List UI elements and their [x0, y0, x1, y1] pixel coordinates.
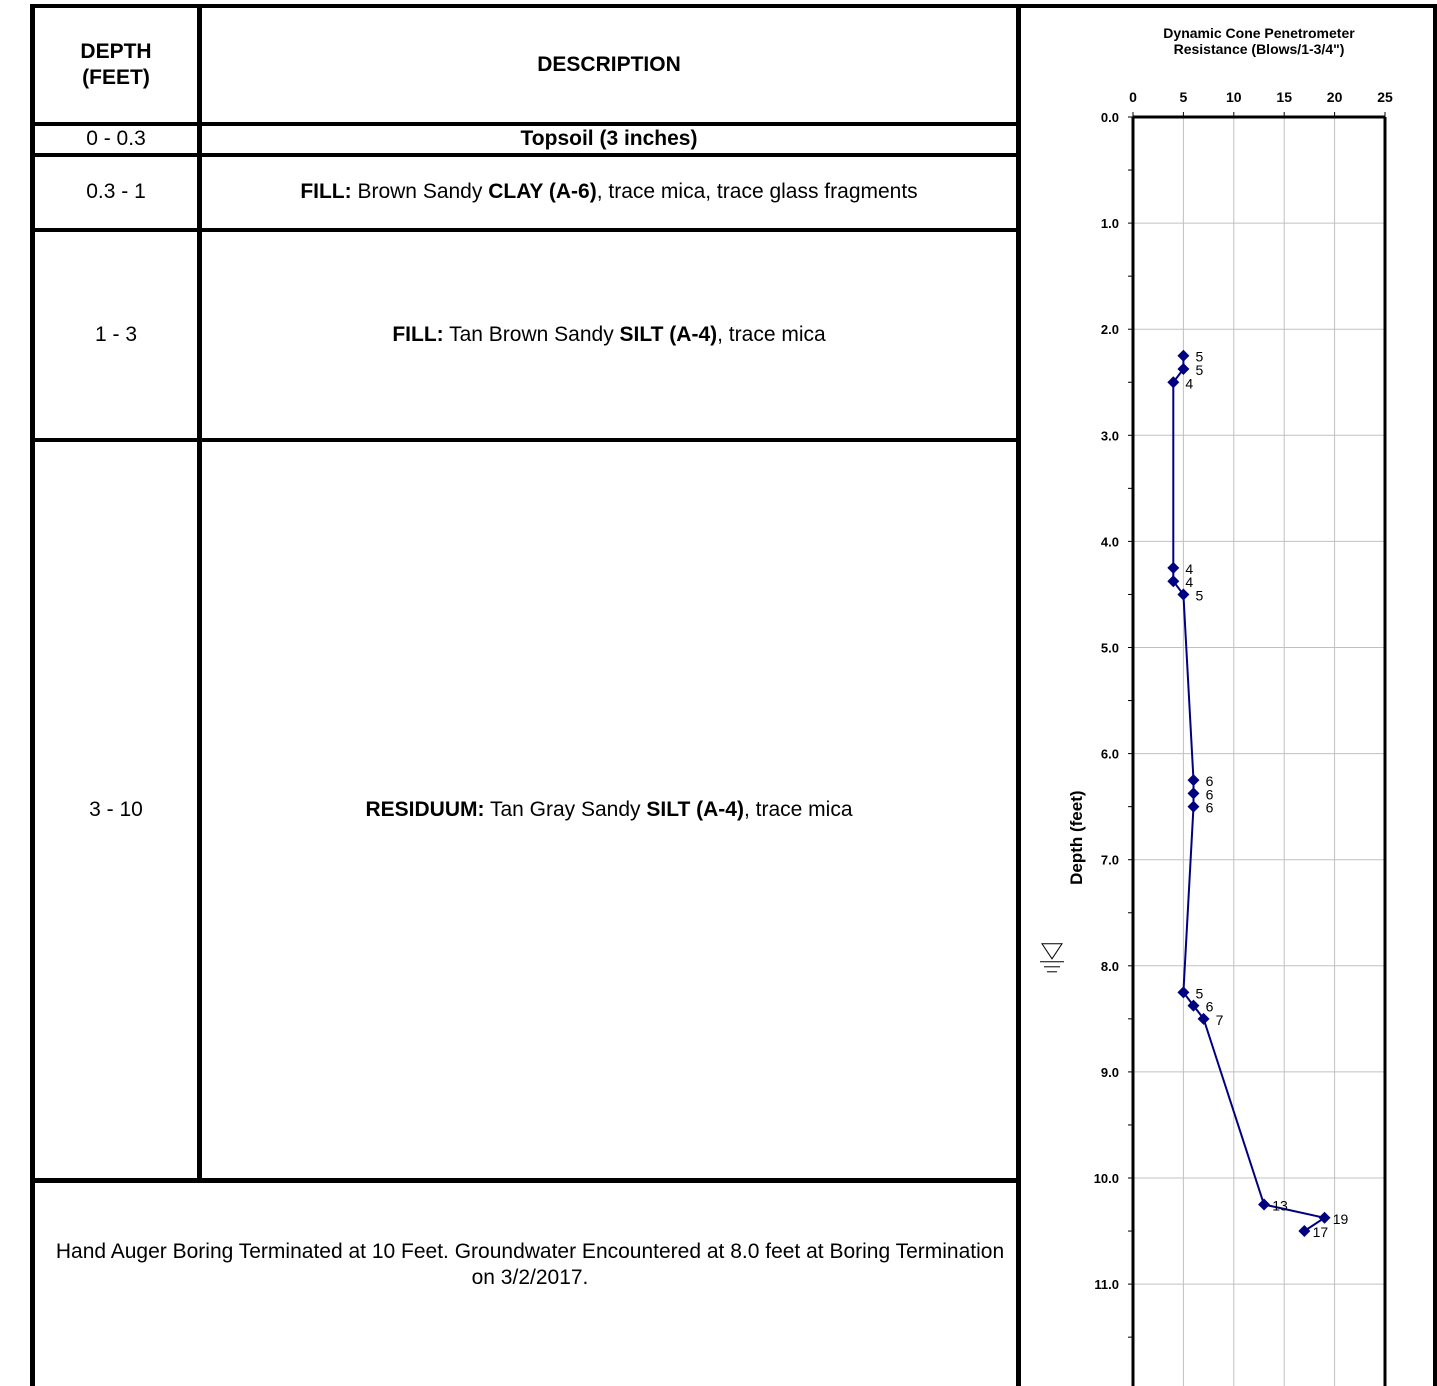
- y-tick-label: 8.0: [1101, 959, 1119, 974]
- dcp-point-marker: [1258, 1198, 1271, 1211]
- depth-cell: 1 - 3: [94, 322, 138, 346]
- description-segment: , trace mica, trace glass fragments: [596, 180, 918, 204]
- x-tick-label: 10: [1226, 89, 1242, 105]
- table-right-divider: [1016, 4, 1021, 1386]
- row-divider: [30, 228, 1020, 232]
- description-cell: FILL: Tan Brown Sandy SILT (A-4), trace …: [202, 232, 1016, 438]
- description-text: FILL: Tan Brown Sandy SILT (A-4), trace …: [392, 322, 825, 348]
- groundwater-triangle: [1041, 943, 1063, 960]
- description-segment: Topsoil (3 inches): [520, 127, 698, 151]
- dcp-point-marker: [1167, 575, 1180, 588]
- depth-cell: 3 - 10: [89, 797, 143, 821]
- dcp-point-marker: [1177, 362, 1190, 375]
- x-tick-label: 5: [1180, 89, 1188, 105]
- x-tick-label: 20: [1327, 89, 1343, 105]
- description-cell: RESIDUUM: Tan Gray Sandy SILT (A-4), tra…: [202, 442, 1016, 1178]
- dcp-point-marker: [1177, 986, 1190, 999]
- y-tick-label: 10.0: [1094, 1171, 1119, 1186]
- description-segment: FILL:: [300, 180, 352, 204]
- table-depth-divider: [197, 4, 202, 1182]
- y-tick-label: 6.0: [1101, 747, 1119, 762]
- depth-cell: 0 - 0.3: [86, 127, 146, 151]
- y-tick-label: 2.0: [1101, 322, 1119, 337]
- dcp-point-marker: [1177, 349, 1190, 362]
- y-tick-label: 4.0: [1101, 534, 1119, 549]
- dcp-point-marker: [1187, 774, 1200, 787]
- chart-title-line: Dynamic Cone Penetrometer: [1163, 25, 1355, 41]
- y-tick-label: 9.0: [1101, 1065, 1119, 1080]
- dcp-point-marker: [1187, 800, 1200, 813]
- x-tick-label: 0: [1129, 89, 1137, 105]
- y-axis-label: Depth (feet): [1067, 790, 1086, 884]
- dcp-data-label: 5: [1196, 587, 1204, 603]
- description-segment: CLAY (A-6): [488, 180, 597, 204]
- dcp-data-label: 4: [1185, 375, 1193, 391]
- description-segment: Brown Sandy: [351, 180, 489, 204]
- row-divider: [30, 153, 1020, 157]
- description-segment: Tan Brown Sandy: [443, 322, 620, 346]
- description-column-header: DESCRIPTION: [537, 52, 681, 76]
- description-segment: Tan Gray Sandy: [484, 797, 647, 821]
- dcp-point-marker: [1167, 376, 1180, 389]
- description-segment: RESIDUUM:: [365, 797, 485, 821]
- description-text: Topsoil (3 inches): [521, 126, 698, 152]
- boring-termination-note: Hand Auger Boring Terminated at 10 Feet.…: [55, 1239, 1005, 1289]
- description-cell: Topsoil (3 inches): [202, 126, 1016, 153]
- dcp-data-label: 5: [1196, 985, 1204, 1001]
- dcp-data-label: 6: [1206, 800, 1214, 816]
- depth-cell: 0.3 - 1: [86, 180, 146, 204]
- dcp-point-marker: [1177, 588, 1190, 601]
- x-tick-label: 25: [1377, 89, 1393, 105]
- y-tick-label: 7.0: [1101, 853, 1119, 868]
- dcp-point-marker: [1167, 561, 1180, 574]
- description-segment: , trace mica: [743, 797, 853, 821]
- description-text: RESIDUUM: Tan Gray Sandy SILT (A-4), tra…: [365, 797, 852, 823]
- row-divider: [30, 122, 1020, 126]
- y-tick-label: 0.0: [1101, 110, 1119, 125]
- dcp-data-label: 13: [1272, 1198, 1288, 1214]
- y-tick-label: 12.0: [1094, 1383, 1119, 1386]
- row-divider: [30, 1178, 1020, 1183]
- dcp-point-marker: [1318, 1211, 1331, 1224]
- y-tick-label: 11.0: [1094, 1277, 1119, 1292]
- dcp-data-label: 5: [1196, 362, 1204, 378]
- dcp-data-label: 5: [1196, 349, 1204, 365]
- description-cell: FILL: Brown Sandy CLAY (A-6), trace mica…: [202, 157, 1016, 228]
- dcp-point-marker: [1298, 1225, 1311, 1238]
- dcp-data-label: 4: [1185, 561, 1193, 577]
- row-divider: [30, 438, 1020, 442]
- depth-column-header: DEPTH (FEET): [80, 39, 152, 89]
- dcp-data-label: 6: [1206, 999, 1214, 1015]
- description-segment: , trace mica: [717, 322, 826, 346]
- x-tick-label: 15: [1276, 89, 1292, 105]
- dcp-point-marker: [1187, 999, 1200, 1012]
- dcp-data-label: 17: [1313, 1224, 1329, 1240]
- dcp-point-marker: [1197, 1012, 1210, 1025]
- groundwater-icon: [1040, 943, 1064, 973]
- page-right-border: [1433, 4, 1437, 1386]
- y-tick-label: 3.0: [1101, 428, 1119, 443]
- dcp-data-label: 7: [1216, 1012, 1224, 1028]
- description-segment: SILT (A-4): [646, 797, 744, 821]
- chart-title-line: Resistance (Blows/1-3/4"): [1174, 41, 1345, 57]
- dcp-data-label: 4: [1185, 574, 1193, 590]
- y-tick-label: 1.0: [1101, 216, 1119, 231]
- table-top-border: [30, 4, 1437, 8]
- description-text: FILL: Brown Sandy CLAY (A-6), trace mica…: [300, 179, 917, 205]
- table-left-border: [30, 4, 35, 1386]
- description-segment: FILL:: [392, 322, 444, 346]
- description-segment: SILT (A-4): [619, 322, 718, 346]
- dcp-data-label: 6: [1206, 773, 1214, 789]
- dcp-data-label: 19: [1333, 1211, 1349, 1227]
- dcp-point-marker: [1187, 787, 1200, 800]
- y-tick-label: 5.0: [1101, 641, 1119, 656]
- dcp-data-label: 6: [1206, 786, 1214, 802]
- dcp-resistance-chart: 0 5 10 15 20 25 0.0 1.0 2.0 3.0 4.0 5.0 6.0 7.0 8.0 9.0…: [1040, 25, 1393, 1386]
